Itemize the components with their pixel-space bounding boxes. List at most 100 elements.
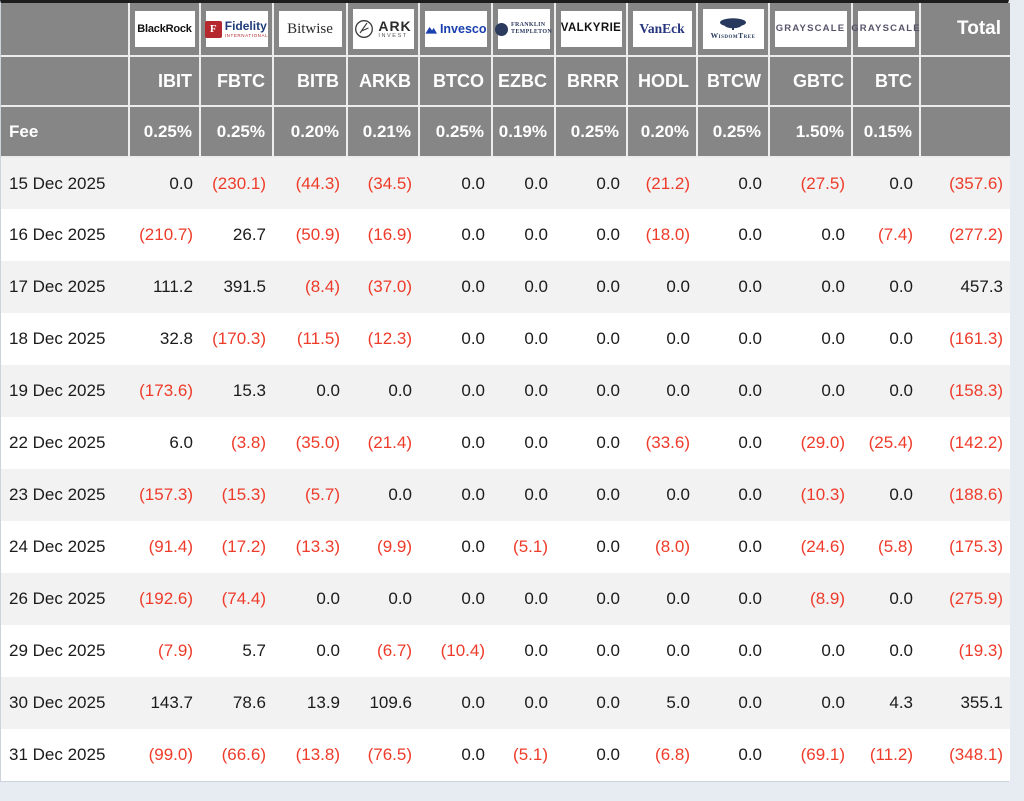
total-cell: (275.9) [949,589,1003,608]
total-cell: 457.3 [960,277,1003,296]
value-cell-hodl: 5.0 [666,693,690,712]
value-cell-ezbc: 0.0 [524,173,548,193]
value-cell-btco: 0.0 [461,225,485,244]
value-cell-btcw: 0.0 [738,745,762,764]
total-cell: (158.3) [949,381,1003,400]
grayscale-btc-wordmark: GRAYSCALE [851,23,921,35]
ticker-total-spacer [920,56,1010,107]
date-cell: 18 Dec 2025 [9,329,106,348]
fee-hodl: 0.20% [627,106,698,158]
fee-arkb: 0.21% [347,106,420,158]
date-cell: 26 Dec 2025 [9,589,106,608]
value-cell-bitb: 0.0 [316,589,340,608]
fee-row: Fee 0.25% 0.25% 0.20% 0.21% 0.25% 0.19% 0.25% 0.… [1,106,1010,158]
value-cell-fbtc: (230.1) [212,173,266,193]
value-cell-gbtc: 0.0 [821,641,845,660]
value-cell-brrr: 0.0 [596,537,620,556]
logo-row: BlackRock F Fidelity INTERNATIONAL Bitwi… [1,3,1010,57]
ark-subtext: INVEST [378,33,408,39]
value-cell-arkb: 0.0 [388,485,412,504]
value-cell-arkb: (12.3) [367,329,412,348]
value-cell-ezbc: 0.0 [524,277,548,296]
value-cell-hodl: 0.0 [666,589,690,608]
value-cell-brrr: 0.0 [596,277,620,296]
valkyrie-logo: VALKYRIE [560,11,622,47]
value-cell-ibit: (157.3) [139,485,193,504]
total-cell: (357.6) [949,173,1003,193]
value-cell-ibit: 111.2 [152,277,193,296]
value-cell-btcw: 0.0 [738,485,762,504]
invesco-mountain-icon [424,26,437,34]
value-cell-btc: 0.0 [889,173,913,193]
value-cell-btcw: 0.0 [738,381,762,400]
value-cell-arkb: 109.6 [369,693,412,712]
value-cell-brrr: 0.0 [596,329,620,348]
value-cell-fbtc: (15.3) [221,485,266,504]
value-cell-ibit: (7.9) [158,641,193,660]
total-column-header: Total [920,3,1010,57]
table-row: 16 Dec 2025 (210.7) 26.7 (50.9) (16.9) 0.0 0.0… [1,209,1010,261]
value-cell-ezbc: 0.0 [524,589,548,608]
table-row: 30 Dec 2025 143.7 78.6 13.9 109.6 0.0 0.0 0.0 5.… [1,677,1010,729]
value-cell-hodl: (33.6) [645,433,690,452]
fidelity-wordmark: Fidelity [224,19,267,33]
value-cell-btc: 0.0 [889,589,913,608]
total-cell: (161.3) [949,329,1003,348]
ticker-hodl: HODL [627,56,698,107]
value-cell-btco: 0.0 [461,381,485,400]
vaneck-wordmark: VanEck [639,21,685,37]
value-cell-hodl: (18.0) [645,225,690,244]
value-cell-brrr: 0.0 [596,381,620,400]
value-cell-fbtc: (66.6) [221,745,266,764]
fidelity-subtext: INTERNATIONAL [224,32,269,38]
table-row: 23 Dec 2025 (157.3) (15.3) (5.7) 0.0 0.0 0.0 0.… [1,469,1010,521]
total-cell: (175.3) [949,537,1003,556]
fidelity-logo-cell: F Fidelity INTERNATIONAL [200,3,274,57]
value-cell-arkb: (76.5) [367,745,412,764]
value-cell-btc: (5.8) [878,537,913,556]
value-cell-btc: 0.0 [889,485,913,504]
ticker-arkb: ARKB [347,56,420,107]
fee-total-spacer [920,106,1010,158]
value-cell-btco: 0.0 [461,433,485,452]
value-cell-bitb: (11.5) [296,329,340,348]
value-cell-brrr: 0.0 [596,485,620,504]
value-cell-ezbc: 0.0 [524,381,548,400]
fee-ibit: 0.25% [129,106,201,158]
table-body: 15 Dec 2025 0.0 (230.1) (44.3) (34.5) 0.0 0.0 0… [1,157,1010,781]
value-cell-btc: 0.0 [889,381,913,400]
ticker-ezbc: EZBC [492,56,556,107]
bitwise-wordmark: Bitwise [287,20,333,37]
value-cell-gbtc: (8.9) [810,589,845,608]
date-cell: 29 Dec 2025 [9,641,106,660]
value-cell-btc: (11.2) [869,745,913,764]
value-cell-btcw: 0.0 [738,173,762,193]
value-cell-btcw: 0.0 [738,433,762,452]
value-cell-gbtc: (10.3) [800,485,845,504]
value-cell-ezbc: (5.1) [513,745,548,764]
ark-wordmark: ARK [378,17,412,34]
value-cell-arkb: (9.9) [377,537,412,556]
value-cell-btco: 0.0 [461,745,485,764]
wisdomtree-tree-icon [719,18,746,31]
value-cell-gbtc: 0.0 [821,381,845,400]
value-cell-hodl: (6.8) [655,745,690,764]
bitwise-logo: Bitwise [278,11,342,47]
value-cell-btc: (7.4) [878,225,913,244]
total-cell: (277.2) [949,225,1003,244]
table-row: 24 Dec 2025 (91.4) (17.2) (13.3) (9.9) 0.0 (5.… [1,521,1010,573]
total-cell: (19.3) [958,641,1003,660]
value-cell-ezbc: 0.0 [524,641,548,660]
value-cell-hodl: (21.2) [645,173,690,193]
date-cell: 17 Dec 2025 [9,277,106,296]
ark-circle-icon [355,20,374,38]
value-cell-brrr: 0.0 [596,589,620,608]
value-cell-hodl: 0.0 [666,277,690,296]
ticker-btcw: BTCW [697,56,770,107]
value-cell-arkb: (21.4) [367,433,412,452]
date-cell: 30 Dec 2025 [9,693,106,712]
valkyrie-logo-cell: VALKYRIE [555,3,628,57]
ark-logo-cell: ARK INVEST [347,3,420,57]
value-cell-bitb: 0.0 [316,381,340,400]
value-cell-gbtc: (29.0) [800,433,845,452]
